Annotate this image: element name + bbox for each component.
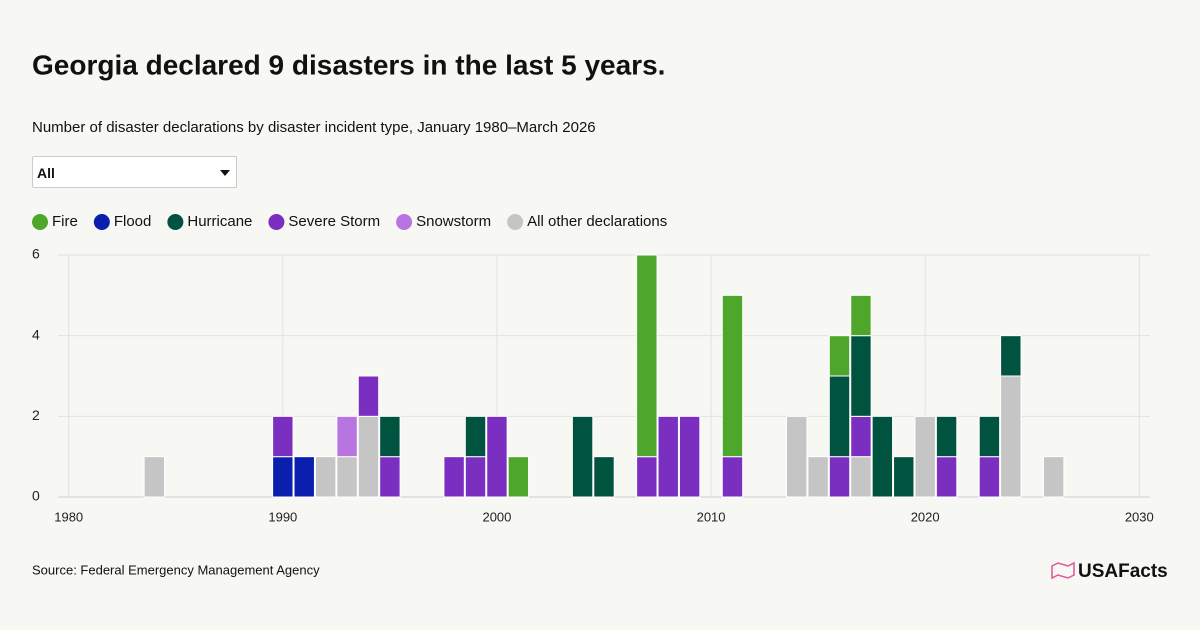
legend-label: Flood: [114, 213, 152, 230]
bar-segment: [143, 456, 166, 498]
x-tick-label: 1990: [268, 509, 297, 524]
bar-segment: [593, 456, 615, 498]
legend-label: Snowstorm: [416, 213, 491, 230]
x-tick-label: 2010: [697, 509, 726, 524]
y-tick-label: 0: [32, 488, 40, 504]
bar-segment: [914, 415, 936, 498]
bar-segment: [464, 456, 487, 498]
bar-segment: [935, 415, 958, 458]
bar-segment: [871, 415, 894, 498]
bar-segment: [1000, 375, 1022, 498]
bar-segment: [486, 415, 508, 498]
bar-segment: [379, 456, 401, 498]
bar-segment: [935, 456, 958, 498]
bar-segment: [1000, 335, 1022, 377]
bar-segment: [464, 415, 487, 458]
bar-segment: [850, 456, 872, 498]
bar-segment: [314, 456, 337, 498]
bar-segment: [978, 415, 1001, 458]
bar-segment: [357, 375, 380, 417]
y-tick-label: 4: [32, 326, 40, 342]
bar-segment: [786, 415, 808, 498]
chart-title: Georgia declared 9 disasters in the last…: [32, 49, 665, 80]
bar-segment: [721, 294, 744, 458]
x-tick-label: 2030: [1125, 509, 1154, 524]
bar-segment: [828, 335, 851, 377]
legend-label: Hurricane: [187, 213, 252, 230]
bar-segment: [1042, 456, 1065, 498]
source: Source: Federal Emergency Management Age…: [32, 562, 320, 577]
bar-segment: [636, 456, 658, 498]
bar-segment: [893, 456, 915, 498]
bar-segment: [336, 415, 358, 458]
bar-segment: [357, 415, 380, 498]
bar-segment: [850, 335, 872, 417]
legend-swatch: [396, 214, 413, 230]
legend-swatch: [167, 214, 184, 230]
dropdown-arrow: [220, 170, 230, 176]
bar-segment: [828, 456, 851, 498]
bar-segment: [721, 456, 744, 498]
bar-segment: [571, 415, 594, 498]
filter-value: All: [37, 165, 55, 181]
bar-segment: [293, 456, 315, 498]
bar-segment: [678, 415, 701, 498]
filter-dropdown[interactable]: All: [32, 156, 237, 188]
x-tick-label: 2020: [911, 509, 940, 524]
bar-segment: [507, 456, 530, 498]
brand: USAFacts: [1078, 561, 1168, 582]
legend-label: Severe Storm: [288, 213, 380, 230]
y-tick-label: 6: [32, 246, 40, 262]
legend-swatch: [268, 214, 285, 230]
bar-segment: [850, 415, 872, 458]
chart-subtitle: Number of disaster declarations by disas…: [32, 119, 596, 136]
x-tick-label: 1980: [54, 509, 83, 524]
y-tick-label: 2: [32, 407, 40, 423]
bar-segment: [336, 456, 358, 498]
bar-segment: [807, 456, 829, 498]
bar-segment: [828, 375, 851, 458]
bar-segment: [636, 254, 658, 458]
bar-segment: [272, 415, 294, 458]
bar-segment: [978, 456, 1001, 498]
legend-swatch: [32, 214, 48, 230]
bar-segment: [379, 415, 401, 458]
legend-label: Fire: [52, 213, 78, 230]
bar-segment: [272, 456, 294, 498]
bar-segment: [657, 415, 679, 498]
logo-icon: [1051, 561, 1075, 580]
legend-label: All other declarations: [527, 213, 667, 230]
bar-segment: [850, 294, 872, 337]
x-tick-label: 2000: [482, 509, 511, 524]
bar-segment: [443, 456, 465, 498]
legend-swatch: [507, 214, 524, 230]
legend-swatch: [93, 214, 110, 230]
